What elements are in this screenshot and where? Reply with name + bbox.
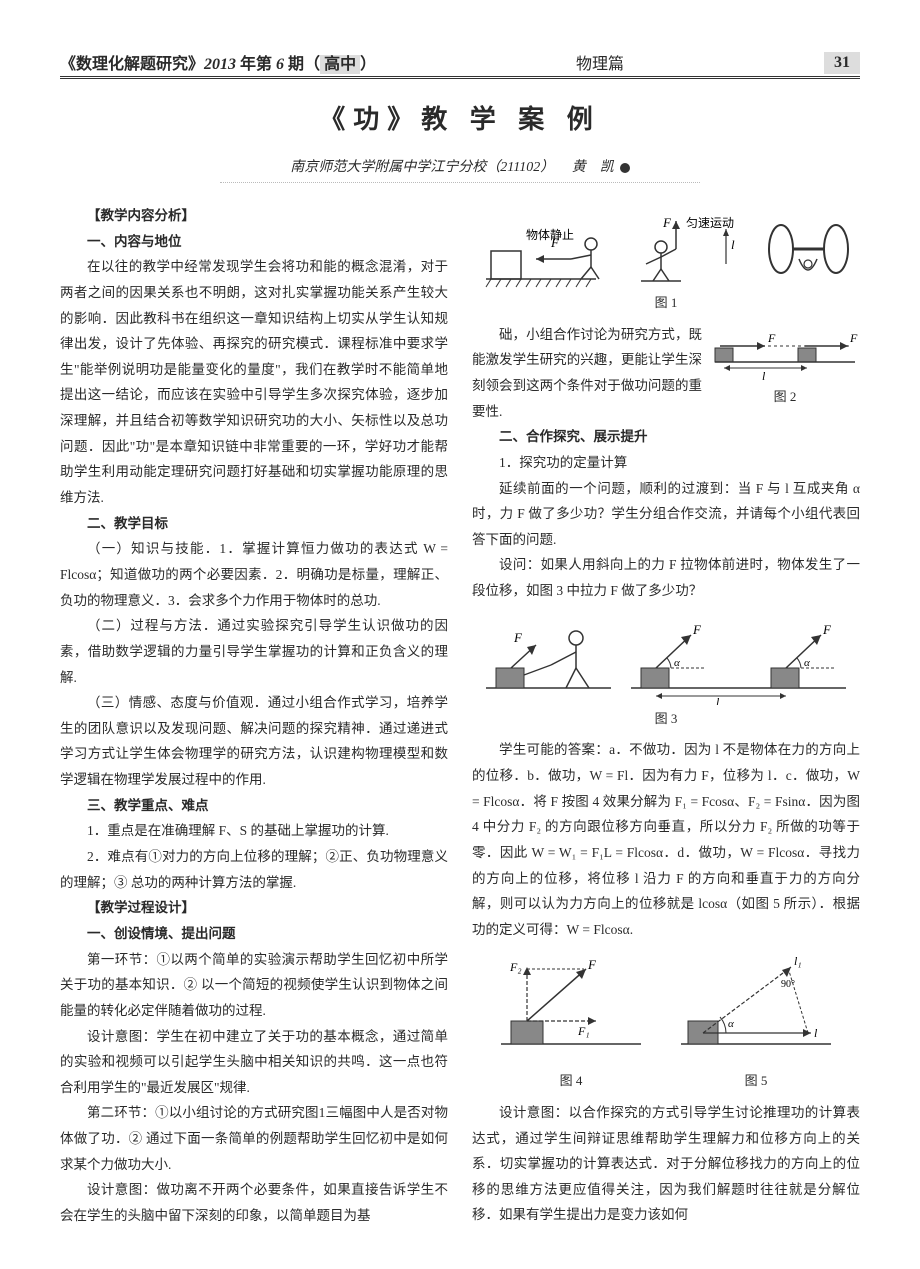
running-header: 《数理化解题研究》2013 年第 6 期（高中） 物理篇 31 [60, 50, 860, 79]
fig3-alpha1: α [674, 657, 680, 669]
paragraph: 学生可能的答案：a．不做功．因为 l 不是物体在力的方向上的位移．b．做功，W … [472, 737, 860, 942]
figure-4-svg: F F₁ F₂ [496, 949, 646, 1059]
paragraph: 设计意图：以合作探究的方式引导学生讨论推理功的计算表达式，通过学生间辩证思维帮助… [472, 1100, 860, 1228]
figure-2: F F l 图 2 [710, 328, 860, 410]
subsection-heading: 一、内容与地位 [60, 229, 448, 255]
paragraph: 设问：如果人用斜向上的力 F 拉物体前进时，物体发生了一段位移，如图 3 中拉力… [472, 552, 860, 603]
section-heading: 【教学过程设计】 [60, 895, 448, 921]
fig3-caption: 图 3 [472, 707, 860, 732]
fig1-label-uniform: 匀速运动 [686, 216, 734, 230]
byline-rule [220, 182, 700, 183]
fig2-F2: F [849, 331, 858, 345]
paragraph: （三）情感、态度与价值观．通过小组合作式学习，培养学生的团队意识以及发现问题、解… [60, 690, 448, 793]
page-number: 31 [824, 52, 860, 74]
figure-5-svg: l l₁ α 90° [676, 949, 836, 1059]
fig3-F1: F [513, 630, 523, 645]
subsection-heading: 二、教学目标 [60, 511, 448, 537]
fig2-l: l [762, 369, 766, 383]
fig5-l1: l₁ [794, 954, 802, 968]
right-column: F 物体静止 F l [472, 203, 860, 1229]
affiliation: 南京师范大学附属中学江宁分校（211102） [290, 160, 554, 175]
header-level: 高中 [320, 55, 360, 74]
figure-4-5-row: F F₁ F₂ 图 4 [472, 949, 860, 1094]
figure-3-svg: F F α F α [481, 610, 851, 705]
paragraph: 延续前面的一个问题，顺利的过渡到：当 F 与 l 互成夹角 α 时，力 F 做了… [472, 476, 860, 553]
section-heading: 【教学内容分析】 [60, 203, 448, 229]
fig1-label-l: l [731, 237, 735, 252]
subsection-heading: 三、教学重点、难点 [60, 793, 448, 819]
body-columns: 【教学内容分析】 一、内容与地位 在以往的教学中经常发现学生会将功和能的概念混淆… [60, 203, 860, 1229]
fig5-ninety: 90° [781, 979, 795, 990]
header-left: 《数理化解题研究》2013 年第 6 期（高中） [60, 50, 376, 74]
paragraph: 设计意图：学生在初中建立了关于功的基本概念，通过简单的实验和视频可以引起学生头脑… [60, 1024, 448, 1101]
paragraph: 在以往的教学中经常发现学生会将功和能的概念混淆，对于两者之间的因果关系也不明朗，… [60, 254, 448, 510]
fig3-F3: F [822, 622, 832, 637]
article-title: 《功》教 学 案 例 [60, 99, 860, 136]
fig5-alpha: α [728, 1018, 734, 1030]
fig4-caption: 图 4 [496, 1069, 646, 1094]
paragraph: 第一环节：①以两个简单的实验演示帮助学生回忆初中所学关于功的基本知识．② 以一个… [60, 947, 448, 1024]
page: 《数理化解题研究》2013 年第 6 期（高中） 物理篇 31 《功》教 学 案… [0, 0, 920, 1269]
subsection-heading: 一、创设情境、提出问题 [60, 921, 448, 947]
fig4-F1: F₁ [577, 1024, 590, 1038]
fig3-F2: F [692, 622, 702, 637]
header-section: 物理篇 [576, 50, 624, 74]
fig4-F2: F₂ [509, 960, 522, 974]
header-year: 2013 [204, 56, 236, 73]
figure-4: F F₁ F₂ 图 4 [496, 949, 646, 1094]
fig1-caption: 图 1 [472, 291, 860, 316]
issue-suffix: 期 [288, 56, 304, 73]
journal-name: 《数理化解题研究》 [60, 56, 204, 73]
author: 黄 凯 [572, 160, 614, 175]
fig2-F1: F [767, 331, 776, 345]
paragraph: 设计意图：做功离不开两个必要条件，如果直接告诉学生不会在学生的头脑中留下深刻的印… [60, 1177, 448, 1228]
issue-label: 年第 [240, 56, 272, 73]
issue-num: 6 [276, 56, 284, 73]
paragraph: 2．难点有①对力的方向上位移的理解；②正、负功物理意义的理解；③ 总功的两种计算… [60, 844, 448, 895]
paragraph: 1．重点是在准确理解 F、S 的基础上掌握功的计算. [60, 818, 448, 844]
fig1-label-F2: F [662, 215, 672, 230]
paragraph: （一）知识与技能．1．掌握计算恒力做功的表达式 W = Flcosα；知道做功的… [60, 536, 448, 613]
fig2-wrap: F F l 图 2 础，小组合作讨论为研究 [472, 322, 860, 425]
fig2-caption: 图 2 [710, 385, 860, 410]
left-column: 【教学内容分析】 一、内容与地位 在以往的教学中经常发现学生会将功和能的概念混淆… [60, 203, 448, 1229]
fig3-alpha2: α [804, 657, 810, 669]
figure-1: F 物体静止 F l [472, 209, 860, 316]
byline: 南京师范大学附属中学江宁分校（211102） 黄 凯 [60, 156, 860, 176]
fig4-F: F [587, 957, 597, 972]
figure-5: l l₁ α 90° 图 5 [676, 949, 836, 1094]
author-dot-icon [620, 163, 630, 173]
figure-3: F F α F α [472, 610, 860, 732]
figure-2-svg: F F l [710, 328, 860, 383]
fig5-l: l [814, 1026, 818, 1040]
subsection-heading: 二、合作探究、展示提升 [472, 424, 860, 450]
paragraph: 第二环节：①以小组讨论的方式研究图1三幅图中人是否对物体做了功．② 通过下面一条… [60, 1100, 448, 1177]
figure-1-svg: F 物体静止 F l [481, 209, 851, 289]
fig5-caption: 图 5 [676, 1069, 836, 1094]
paragraph: 1．探究功的定量计算 [472, 450, 860, 476]
paragraph: （二）过程与方法．通过实验探究引导学生认识做功的因素，借助数学逻辑的力量引导学生… [60, 613, 448, 690]
fig1-label-static: 物体静止 [526, 228, 574, 242]
